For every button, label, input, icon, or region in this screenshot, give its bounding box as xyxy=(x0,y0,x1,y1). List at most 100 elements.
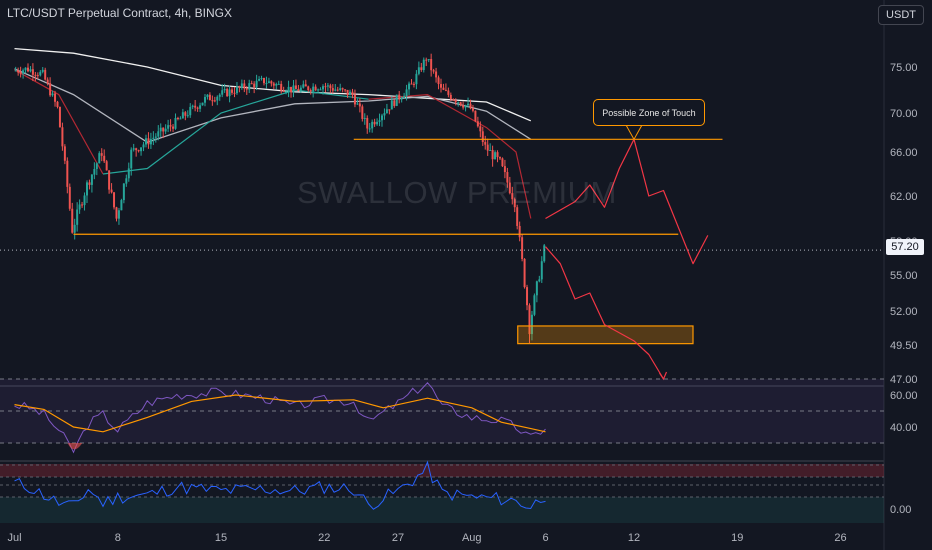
candle-body xyxy=(61,127,64,147)
projection-path xyxy=(545,138,709,265)
candle-body xyxy=(454,100,457,103)
candle-body xyxy=(262,77,265,84)
candle-body xyxy=(100,153,103,156)
candle-body xyxy=(122,183,125,201)
candle-body xyxy=(117,210,120,219)
rsi-signal-line xyxy=(14,394,546,433)
candle-body xyxy=(78,204,81,210)
watermark: SWALLOW PREMIUM xyxy=(297,175,617,210)
candle-body xyxy=(494,152,497,160)
candle-body xyxy=(321,86,324,90)
rsi-axis-tick: 40.00 xyxy=(890,422,918,434)
candle-body xyxy=(44,69,47,80)
candle-body xyxy=(228,89,231,97)
candle-body xyxy=(476,121,479,127)
candle-body xyxy=(125,178,128,184)
candle-body xyxy=(162,127,165,132)
candle-body xyxy=(349,91,352,96)
price-axis-tick: 55.00 xyxy=(890,270,918,282)
candle-body xyxy=(17,70,20,73)
time-axis-tick: 15 xyxy=(215,532,227,544)
price-axis-tick: 70.00 xyxy=(890,108,918,120)
candle-body xyxy=(39,71,42,76)
candle-body xyxy=(427,59,430,61)
candle-body xyxy=(383,113,386,116)
candles xyxy=(14,53,546,344)
candle-body xyxy=(142,144,145,148)
candle-body xyxy=(363,117,366,119)
candle-body xyxy=(90,174,93,185)
oscillator-lower-zone xyxy=(0,497,884,523)
currency-button[interactable]: USDT xyxy=(878,5,924,25)
candle-body xyxy=(366,117,369,129)
candle-body xyxy=(373,121,376,125)
candle-body xyxy=(282,90,285,92)
candle-body xyxy=(235,86,238,94)
candle-body xyxy=(388,109,391,111)
candle-body xyxy=(58,106,61,128)
moving-average-line xyxy=(14,68,532,144)
candle-body xyxy=(299,87,302,91)
candle-body xyxy=(66,160,69,187)
candle-body xyxy=(435,71,438,78)
candle-body xyxy=(81,204,84,206)
candle-body xyxy=(253,83,256,88)
rsi-line xyxy=(14,382,546,454)
candle-body xyxy=(154,136,157,138)
candle-body xyxy=(336,89,339,91)
candle-body xyxy=(506,172,509,183)
candle-body xyxy=(208,94,211,101)
candle-body xyxy=(277,83,280,85)
candle-body xyxy=(513,199,516,208)
candle-body xyxy=(189,106,192,116)
candle-body xyxy=(144,138,147,145)
candle-body xyxy=(211,100,214,102)
candle-body xyxy=(272,83,275,86)
candle-body xyxy=(110,189,113,193)
candle-body xyxy=(176,117,179,119)
candle-body xyxy=(530,314,533,335)
candle-body xyxy=(496,152,499,158)
candle-body xyxy=(486,144,489,151)
candle-body xyxy=(449,94,452,100)
candle-body xyxy=(206,94,209,97)
candle-body xyxy=(408,83,411,90)
candle-body xyxy=(474,110,477,122)
candle-body xyxy=(221,90,224,95)
candle-body xyxy=(403,96,406,99)
candle-body xyxy=(275,83,278,86)
candle-body xyxy=(469,103,472,109)
candle-body xyxy=(393,100,396,106)
candle-body xyxy=(85,182,88,196)
candle-body xyxy=(405,89,408,97)
candle-body xyxy=(191,105,194,107)
candle-body xyxy=(88,182,91,185)
candle-body xyxy=(54,93,57,102)
chart-title: LTC/USDT Perpetual Contract, 4h, BINGX xyxy=(7,6,232,20)
candle-body xyxy=(479,126,482,132)
candle-body xyxy=(260,77,263,79)
candle-body xyxy=(98,153,101,164)
candle-body xyxy=(164,128,167,132)
candle-body xyxy=(425,59,428,61)
candle-body xyxy=(167,125,170,129)
oscillator-upper-zone xyxy=(0,464,884,477)
candle-body xyxy=(56,101,59,107)
annotation-label: Possible Zone of Touch xyxy=(593,99,705,126)
candle-body xyxy=(181,112,184,119)
candle-body xyxy=(76,209,79,225)
candle-body xyxy=(218,94,221,97)
candle-body xyxy=(344,89,347,91)
candle-body xyxy=(248,83,251,90)
candle-body xyxy=(390,100,393,110)
candle-body xyxy=(292,85,295,93)
candle-body xyxy=(226,88,229,97)
candle-body xyxy=(184,112,187,116)
candle-body xyxy=(157,131,160,137)
candle-body xyxy=(22,70,25,74)
price-axis-tick: 75.00 xyxy=(890,62,918,74)
candle-body xyxy=(511,193,514,200)
candle-body xyxy=(462,105,465,108)
candle-body xyxy=(329,85,332,89)
